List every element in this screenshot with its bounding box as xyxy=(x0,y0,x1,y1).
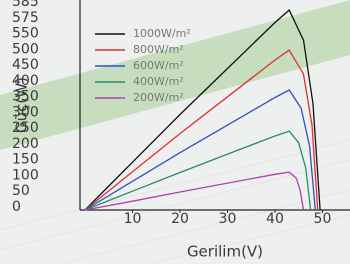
x-tick-label: 30 xyxy=(219,211,237,227)
y-tick-label: 250 xyxy=(12,120,39,136)
legend-label: 200W/m² xyxy=(133,91,184,104)
x-tick-label: 50 xyxy=(314,211,332,227)
y-tick-label: 50 xyxy=(12,183,30,199)
x-tick-label: 40 xyxy=(266,211,284,227)
y-tick-label: 300 xyxy=(12,104,39,120)
y-tick-label: 350 xyxy=(12,89,39,105)
legend-label: 1000W/m² xyxy=(133,27,191,40)
y-tick-label: 575 xyxy=(12,10,39,26)
y-tick-label: 585 xyxy=(12,0,39,10)
y-tick-label: 150 xyxy=(12,152,39,168)
x-axis-title: Gerilim(V) xyxy=(187,243,263,261)
y-tick-label: 550 xyxy=(12,26,39,42)
legend-label: 600W/m² xyxy=(133,59,184,72)
chart: Gerilim(V) Güç(W) 5855755505004504003503… xyxy=(0,0,350,264)
y-tick-label: 500 xyxy=(12,41,39,57)
y-tick-label: 400 xyxy=(12,73,39,89)
x-tick-label: 20 xyxy=(171,211,189,227)
x-tick-label: 10 xyxy=(124,211,142,227)
y-tick-label: 450 xyxy=(12,57,39,73)
y-tick-label: 100 xyxy=(12,167,39,183)
y-tick-label: 0 xyxy=(12,199,21,215)
legend-label: 400W/m² xyxy=(133,75,184,88)
y-tick-label: 200 xyxy=(12,136,39,152)
legend-label: 800W/m² xyxy=(133,43,184,56)
